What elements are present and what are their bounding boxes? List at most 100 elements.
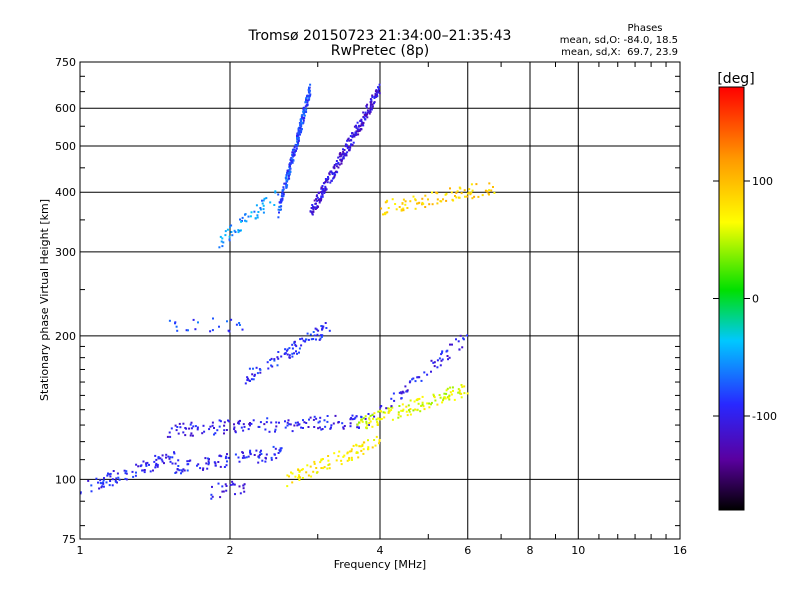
data-point bbox=[278, 421, 280, 424]
data-point bbox=[247, 455, 250, 458]
data-point bbox=[350, 417, 353, 419]
data-point bbox=[318, 201, 321, 204]
data-point bbox=[398, 405, 401, 407]
data-point bbox=[123, 469, 126, 472]
data-point bbox=[251, 373, 254, 376]
data-point bbox=[355, 126, 358, 129]
data-point bbox=[99, 482, 102, 484]
data-point bbox=[433, 396, 436, 399]
data-point bbox=[431, 191, 433, 194]
data-point bbox=[302, 108, 305, 111]
data-point bbox=[228, 239, 231, 242]
data-point bbox=[218, 425, 221, 428]
data-point bbox=[295, 147, 298, 150]
data-point bbox=[145, 464, 148, 467]
data-point bbox=[229, 484, 232, 486]
data-point bbox=[289, 165, 291, 168]
data-point bbox=[288, 168, 291, 171]
data-point bbox=[238, 485, 241, 488]
data-point bbox=[288, 423, 291, 426]
data-point bbox=[282, 195, 285, 198]
data-point bbox=[416, 376, 419, 379]
data-point bbox=[288, 354, 291, 357]
data-point bbox=[372, 417, 374, 420]
data-point bbox=[305, 111, 308, 113]
data-point bbox=[234, 453, 237, 456]
data-point bbox=[233, 426, 236, 429]
data-point bbox=[241, 328, 244, 331]
data-point bbox=[340, 463, 343, 466]
data-point bbox=[284, 348, 287, 351]
data-point bbox=[447, 396, 450, 399]
data-point bbox=[397, 411, 400, 414]
data-point bbox=[385, 407, 388, 410]
data-point bbox=[143, 469, 146, 471]
data-point bbox=[404, 200, 407, 203]
data-point bbox=[433, 361, 436, 364]
data-point bbox=[371, 446, 374, 449]
data-point bbox=[247, 428, 250, 431]
data-point bbox=[140, 464, 143, 467]
data-point bbox=[445, 199, 448, 202]
data-point bbox=[327, 177, 330, 180]
data-point bbox=[226, 460, 228, 463]
data-point bbox=[362, 124, 365, 127]
data-point bbox=[492, 186, 494, 188]
data-point bbox=[350, 448, 353, 451]
data-point bbox=[380, 417, 383, 420]
data-point bbox=[302, 427, 304, 429]
data-point bbox=[349, 422, 352, 425]
data-point bbox=[304, 105, 307, 108]
data-point bbox=[169, 456, 172, 459]
data-point bbox=[369, 414, 372, 417]
data-point bbox=[455, 338, 457, 341]
data-point bbox=[115, 477, 118, 480]
data-point bbox=[447, 358, 449, 361]
data-point bbox=[356, 423, 359, 426]
data-point bbox=[311, 204, 314, 206]
data-point bbox=[340, 162, 343, 165]
data-point bbox=[210, 493, 213, 496]
data-point bbox=[258, 426, 261, 428]
data-point bbox=[368, 422, 371, 424]
y-tick-label: 750 bbox=[55, 56, 76, 69]
data-point bbox=[462, 338, 465, 341]
data-point bbox=[298, 476, 301, 479]
data-point bbox=[287, 174, 290, 177]
data-point bbox=[320, 186, 323, 189]
data-point bbox=[314, 208, 317, 210]
data-point bbox=[304, 100, 307, 103]
data-point bbox=[450, 191, 453, 194]
data-point bbox=[378, 442, 380, 445]
data-point bbox=[382, 213, 384, 216]
data-point bbox=[281, 192, 284, 195]
data-point bbox=[378, 92, 381, 95]
data-point bbox=[438, 357, 441, 360]
data-point bbox=[302, 339, 305, 342]
data-point bbox=[321, 185, 324, 187]
data-point bbox=[455, 191, 458, 194]
data-point bbox=[256, 216, 259, 219]
data-point bbox=[275, 457, 278, 460]
data-point bbox=[362, 441, 365, 444]
data-point bbox=[376, 91, 379, 94]
data-point bbox=[148, 463, 150, 466]
data-point bbox=[369, 103, 372, 106]
data-point bbox=[285, 185, 288, 188]
data-point bbox=[322, 187, 325, 190]
data-point bbox=[367, 448, 370, 451]
colorbar-tick-label: 0 bbox=[752, 293, 759, 306]
data-point bbox=[102, 485, 105, 488]
data-point bbox=[246, 377, 249, 380]
data-point bbox=[364, 111, 367, 114]
data-point bbox=[202, 468, 204, 471]
data-point bbox=[348, 458, 350, 461]
data-point bbox=[227, 329, 230, 332]
data-point bbox=[441, 401, 444, 404]
data-point bbox=[274, 191, 277, 194]
data-point bbox=[155, 458, 158, 461]
data-point bbox=[401, 202, 404, 205]
data-point bbox=[238, 324, 241, 326]
data-point bbox=[433, 365, 436, 368]
data-point bbox=[444, 193, 447, 196]
